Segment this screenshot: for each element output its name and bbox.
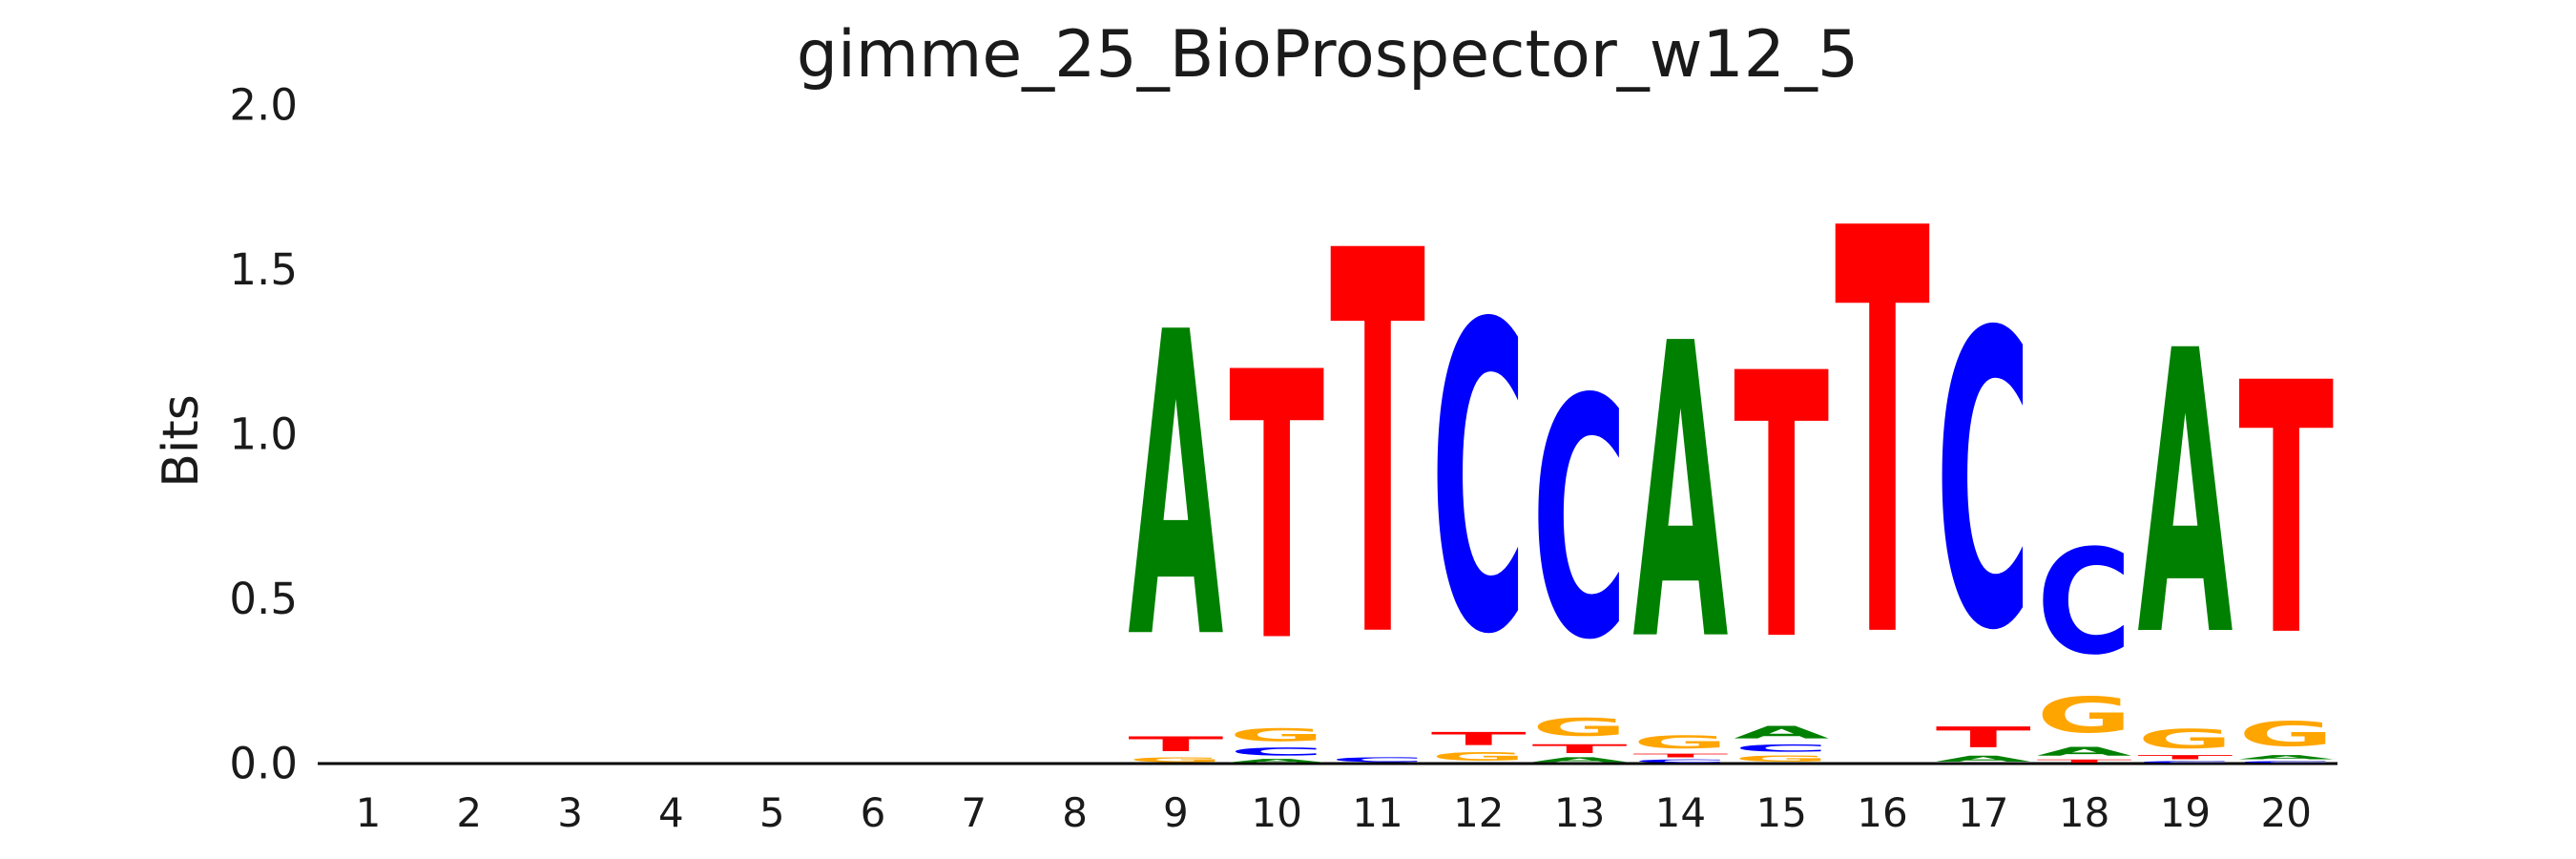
- logo-letter-A: A: [1734, 723, 1829, 743]
- logo-letter-T: T: [1229, 294, 1325, 723]
- logo-letter-C: C: [1330, 756, 1425, 764]
- logo-letter-C: C: [2137, 761, 2233, 764]
- logo-letter-G: G: [1632, 732, 1728, 753]
- y-tick-label: 2.0: [229, 80, 298, 131]
- logo-letter-G: G: [2238, 715, 2334, 755]
- logo-letter-G: G: [1431, 749, 1527, 764]
- logo-letter-T: T: [1431, 728, 1527, 749]
- logo-letter-A: A: [1632, 260, 1729, 731]
- logo-letter-G: G: [1229, 724, 1324, 745]
- logo-letter-T: T: [1936, 721, 2031, 754]
- logo-letter-A: A: [2137, 270, 2233, 723]
- x-tick-label: 3: [557, 789, 583, 836]
- x-tick-label: 18: [2059, 789, 2109, 836]
- x-tick-label: 13: [1554, 789, 1605, 836]
- logo-letter-G: G: [2137, 723, 2233, 754]
- logo-letter-A: A: [1128, 246, 1224, 732]
- logo-letter-T: T: [1835, 114, 1931, 762]
- logo-letter-T: T: [1734, 297, 1830, 722]
- x-tick-label: 10: [1251, 789, 1301, 836]
- logo-letter-C: C: [1532, 329, 1628, 712]
- logo-letter-C: C: [1431, 237, 1527, 728]
- logo-letter-A: A: [2238, 754, 2334, 761]
- logo-letter-A: A: [1229, 758, 1324, 764]
- logo-letter-T: T: [2037, 759, 2132, 764]
- x-tick-label: 11: [1352, 789, 1402, 836]
- logo-letter-G: G: [1734, 754, 1829, 764]
- y-tick-label: 1.0: [229, 409, 298, 460]
- logo-letter-T: T: [1632, 753, 1728, 759]
- x-tick-label: 15: [1755, 789, 1806, 836]
- x-tick-label: 17: [1958, 789, 2008, 836]
- logo-letter-G: G: [2037, 687, 2132, 744]
- logo-letter-G: G: [1128, 756, 1223, 764]
- x-tick-label: 16: [1857, 789, 1907, 836]
- logo-letter-C: C: [1734, 743, 1829, 754]
- logo-letter-C: C: [2037, 518, 2132, 687]
- y-axis-label: Bits: [153, 394, 210, 488]
- x-tick-label: 7: [961, 789, 987, 836]
- x-tick-label: 1: [356, 789, 382, 836]
- x-tick-label: 19: [2160, 789, 2211, 836]
- x-tick-label: 8: [1062, 789, 1088, 836]
- logo-letter-G: G: [1532, 713, 1628, 742]
- logo-letter-T: T: [2238, 310, 2335, 713]
- logo-letter-C: C: [1632, 759, 1728, 764]
- logo-letter-A: A: [2037, 744, 2132, 759]
- x-tick-label: 6: [861, 789, 886, 836]
- x-tick-label: 4: [658, 789, 684, 836]
- logo-letter-A: A: [1936, 754, 2031, 764]
- logo-letter-C: C: [2238, 761, 2334, 764]
- x-tick-label: 9: [1163, 789, 1189, 836]
- logo-letter-C: C: [1936, 248, 2031, 720]
- logo-letter-T: T: [1128, 732, 1223, 756]
- logo-letter-T: T: [1330, 143, 1426, 755]
- logo-letter-C: C: [1229, 745, 1324, 758]
- y-tick-label: 0.5: [229, 574, 298, 624]
- y-tick-label: 1.5: [229, 244, 298, 295]
- x-tick-label: 2: [456, 789, 482, 836]
- chart-title: gimme_25_BioProspector_w12_5: [796, 17, 1859, 93]
- logo-letter-T: T: [1532, 742, 1628, 756]
- x-tick-label: 5: [759, 789, 785, 836]
- x-tick-label: 12: [1453, 789, 1504, 836]
- logo-letter-A: A: [1532, 756, 1628, 764]
- logo-letter-T: T: [2137, 754, 2233, 761]
- x-tick-label: 14: [1655, 789, 1706, 836]
- y-tick-label: 0.0: [229, 739, 298, 789]
- x-tick-label: 20: [2260, 789, 2311, 836]
